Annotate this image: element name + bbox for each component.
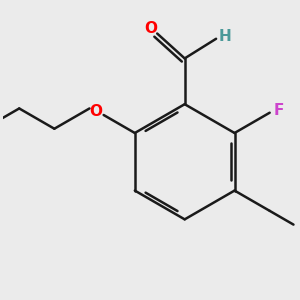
Text: F: F (274, 103, 284, 118)
Text: H: H (219, 28, 232, 44)
Text: O: O (89, 104, 102, 119)
Text: O: O (144, 21, 157, 36)
